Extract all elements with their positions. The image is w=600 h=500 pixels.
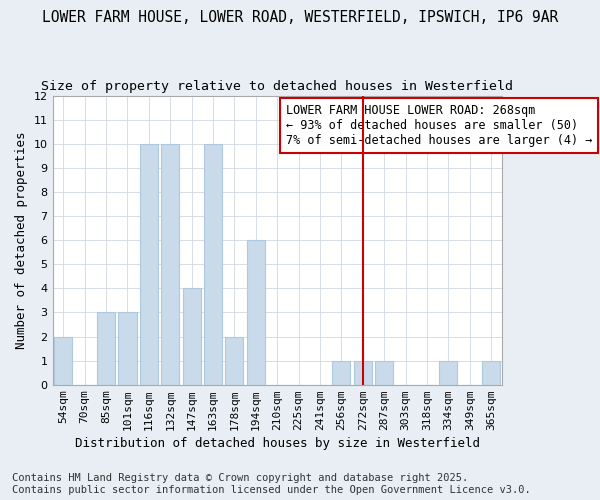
Bar xyxy=(161,144,179,384)
Bar xyxy=(247,240,265,384)
Bar xyxy=(375,360,393,384)
Bar xyxy=(118,312,137,384)
X-axis label: Distribution of detached houses by size in Westerfield: Distribution of detached houses by size … xyxy=(74,437,479,450)
Text: Contains HM Land Registry data © Crown copyright and database right 2025.
Contai: Contains HM Land Registry data © Crown c… xyxy=(12,474,531,495)
Y-axis label: Number of detached properties: Number of detached properties xyxy=(15,132,28,349)
Bar xyxy=(353,360,372,384)
Bar xyxy=(54,336,73,384)
Bar xyxy=(97,312,115,384)
Bar xyxy=(332,360,350,384)
Bar xyxy=(182,288,200,384)
Bar xyxy=(140,144,158,384)
Bar xyxy=(482,360,500,384)
Bar xyxy=(226,336,244,384)
Bar xyxy=(204,144,222,384)
Text: LOWER FARM HOUSE, LOWER ROAD, WESTERFIELD, IPSWICH, IP6 9AR: LOWER FARM HOUSE, LOWER ROAD, WESTERFIEL… xyxy=(42,10,558,25)
Title: Size of property relative to detached houses in Westerfield: Size of property relative to detached ho… xyxy=(41,80,513,93)
Text: LOWER FARM HOUSE LOWER ROAD: 268sqm
← 93% of detached houses are smaller (50)
7%: LOWER FARM HOUSE LOWER ROAD: 268sqm ← 93… xyxy=(286,104,593,147)
Bar xyxy=(439,360,457,384)
